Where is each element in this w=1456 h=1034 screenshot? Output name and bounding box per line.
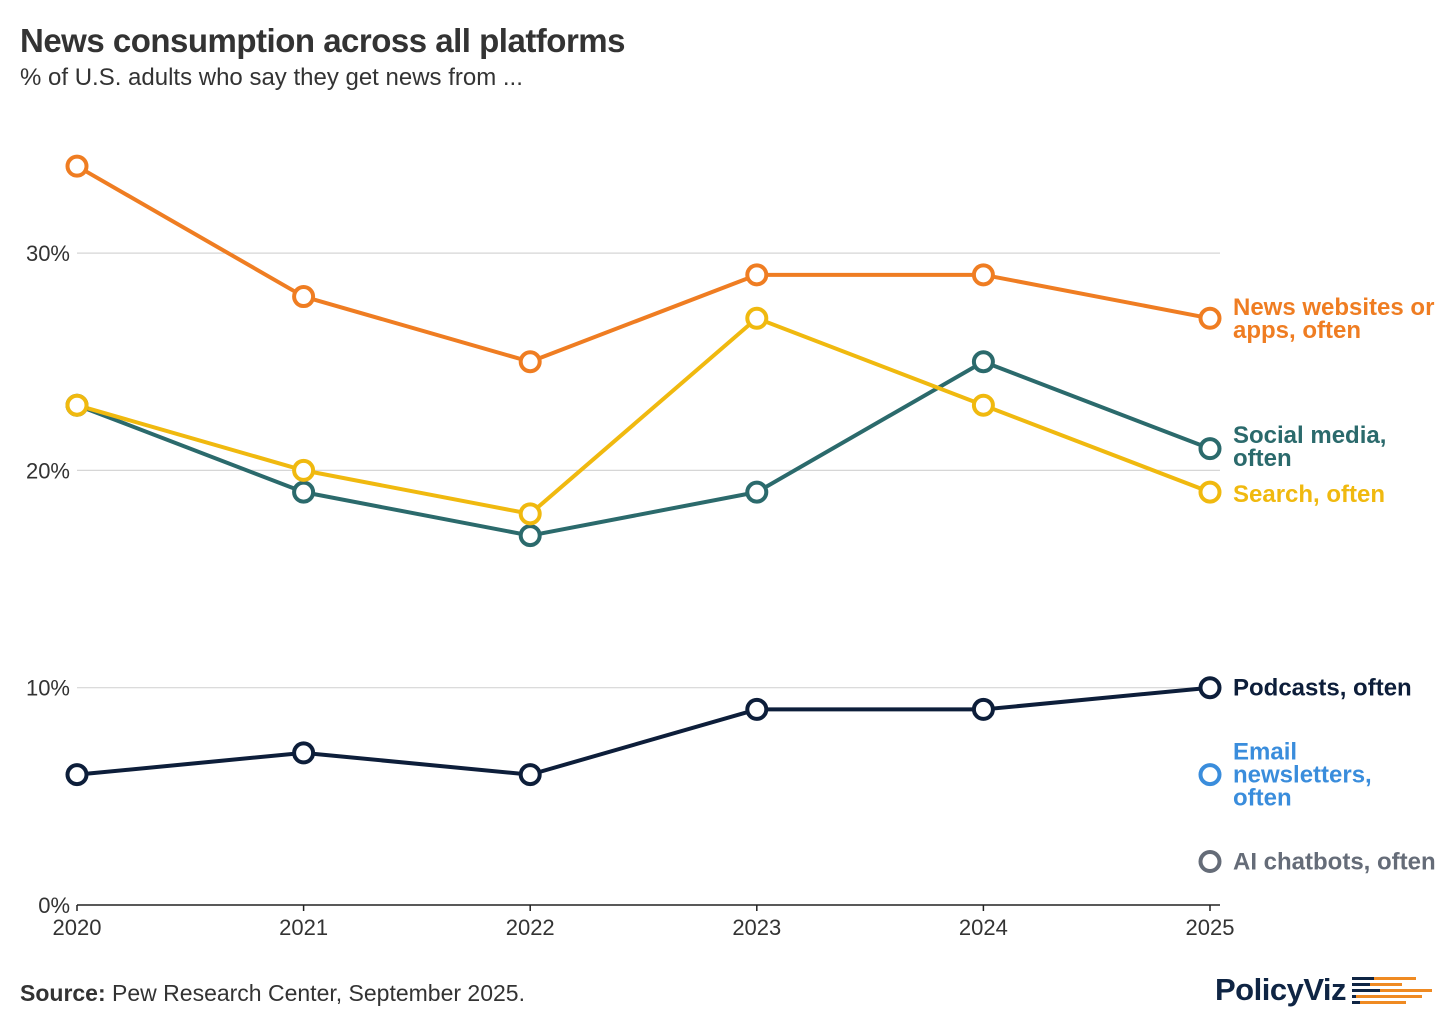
y-tick-label: 20%	[26, 458, 70, 483]
chart-subtitle: % of U.S. adults who say they get news f…	[20, 64, 523, 91]
series-line	[76, 359, 1211, 538]
logo-bars-icon	[1352, 977, 1433, 1004]
series-lines	[76, 164, 1211, 777]
data-point	[1198, 437, 1222, 461]
x-tick-label: 2023	[732, 915, 781, 940]
series-label-line: often	[1233, 445, 1292, 472]
series-label: News websites or apps, often	[1233, 294, 1434, 344]
gridlines	[77, 252, 1220, 689]
series-label-line: newsletters,	[1233, 762, 1372, 789]
data-point	[745, 697, 769, 721]
series-label-line: Social media,	[1233, 422, 1386, 449]
x-tick-label: 2022	[506, 915, 555, 940]
data-point	[745, 263, 769, 287]
data-point	[1198, 676, 1222, 700]
data-point	[1198, 480, 1222, 504]
data-point	[971, 393, 995, 417]
data-point	[745, 306, 769, 330]
series-label-line: Email	[1233, 739, 1297, 766]
data-point	[292, 480, 316, 504]
data-point	[292, 285, 316, 309]
data-point	[971, 697, 995, 721]
data-point	[518, 763, 542, 787]
series-label-line: Podcasts, often	[1233, 675, 1412, 702]
data-point	[518, 524, 542, 548]
data-point	[65, 393, 89, 417]
data-point	[65, 154, 89, 178]
data-point	[1198, 850, 1222, 874]
policyviz-logo: PolicyViz	[1215, 972, 1436, 1008]
source-label: Source:	[20, 980, 106, 1006]
data-point	[292, 741, 316, 765]
data-point	[745, 480, 769, 504]
x-tick-label: 2025	[1186, 915, 1235, 940]
data-point	[65, 763, 89, 787]
series-label: Social media, often	[1233, 422, 1386, 472]
source-text: Pew Research Center, September 2025.	[105, 980, 525, 1006]
y-tick-label: 0%	[38, 893, 70, 918]
y-tick-label: 30%	[26, 241, 70, 266]
series-line	[76, 316, 1211, 516]
series-line	[76, 164, 1211, 364]
axes: 0% 10% 20% 30% 2020 2021 2022 2023 2024 2025	[26, 241, 1235, 940]
logo-text: PolicyViz	[1215, 972, 1347, 1007]
series-label-line: Search, often	[1233, 481, 1385, 508]
data-point	[292, 458, 316, 482]
series-points	[65, 154, 1222, 874]
series-label: AI chatbots, often	[1233, 849, 1436, 876]
series-line	[76, 685, 1211, 777]
series-label: Email newsletters, often	[1233, 739, 1372, 812]
series-label-line: News websites or	[1233, 294, 1434, 321]
data-point	[971, 350, 995, 374]
series-label-line: AI chatbots, often	[1233, 849, 1436, 876]
series-label-line: often	[1233, 785, 1292, 812]
y-tick-label: 10%	[26, 676, 70, 701]
data-point	[1198, 306, 1222, 330]
x-tick-label: 2024	[959, 915, 1008, 940]
x-tick-label: 2020	[53, 915, 102, 940]
data-point	[971, 263, 995, 287]
source-note: Source: Pew Research Center, September 2…	[20, 980, 525, 1007]
data-point	[518, 350, 542, 374]
series-labels: News websites or apps, often Search, often…	[1233, 294, 1436, 876]
data-point	[518, 502, 542, 526]
chart-title: News consumption across all platforms	[20, 22, 626, 59]
series-label: Podcasts, often	[1233, 675, 1412, 702]
series-label: Search, often	[1233, 481, 1385, 508]
data-point	[1198, 763, 1222, 787]
x-tick-label: 2021	[279, 915, 328, 940]
series-label-line: apps, often	[1233, 317, 1361, 344]
